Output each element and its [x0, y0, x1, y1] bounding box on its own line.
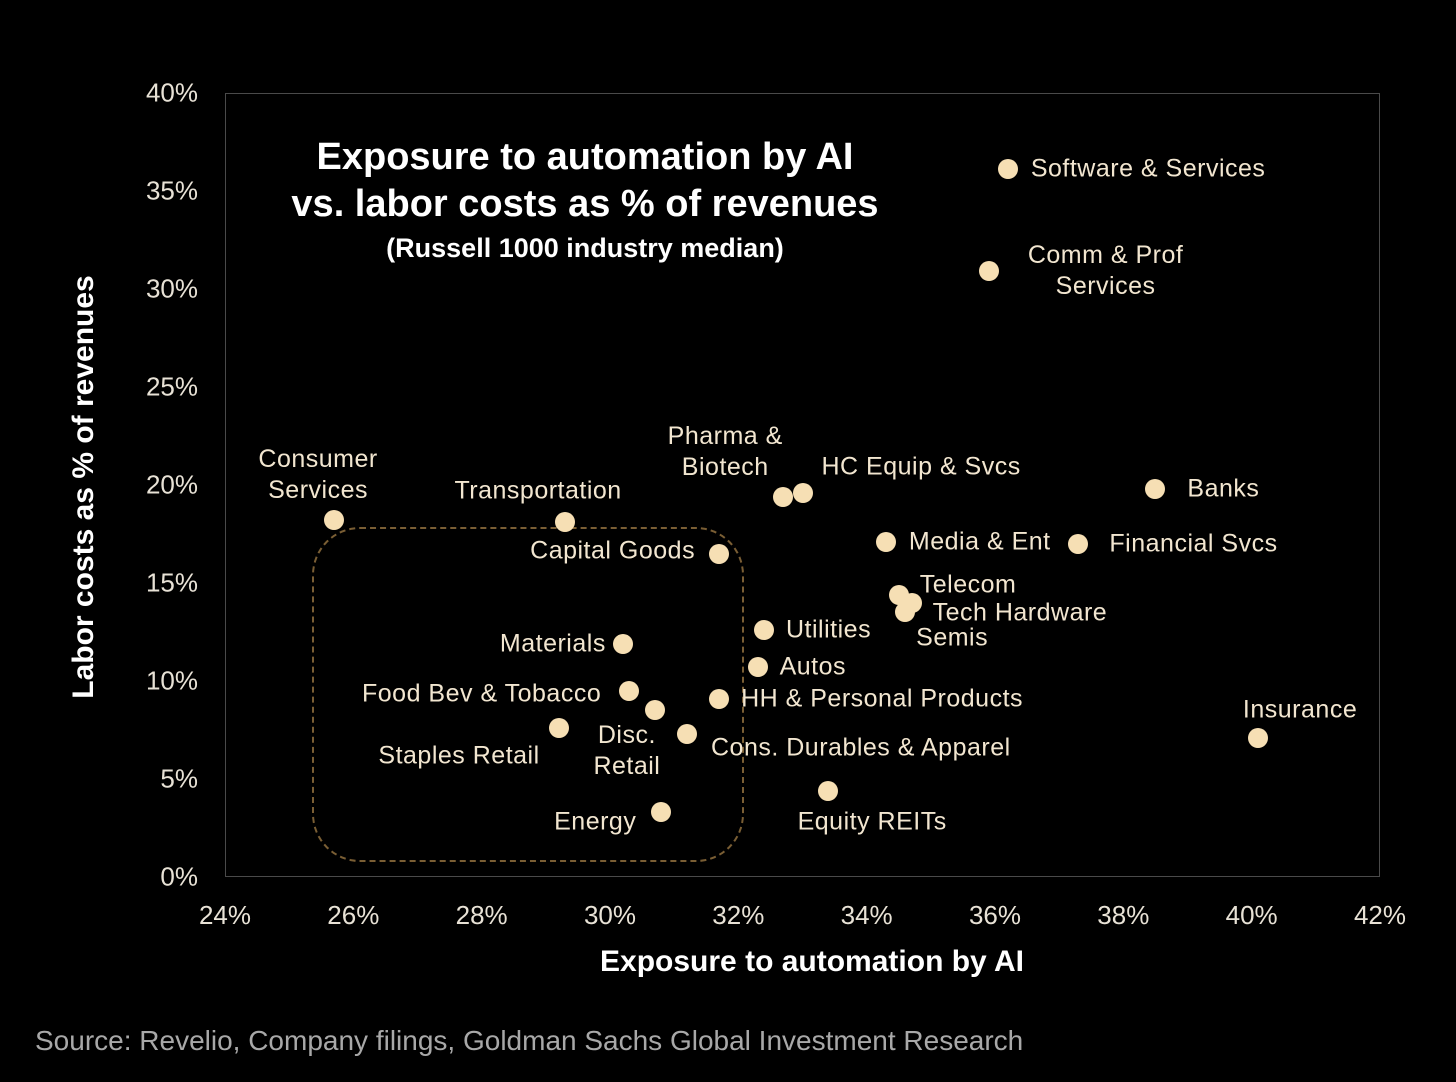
y-tick-label: 0%	[160, 861, 198, 892]
data-point	[709, 543, 730, 564]
data-label: Media & Ent	[908, 527, 1051, 556]
data-point	[997, 159, 1018, 180]
plot-area	[225, 93, 1380, 877]
data-label: Energy	[554, 807, 637, 836]
y-tick-label: 35%	[145, 175, 198, 206]
data-label: Autos	[779, 652, 847, 681]
x-axis-label: Exposure to automation by AI	[600, 945, 1024, 978]
data-label: Pharma & Biotech	[667, 421, 783, 481]
data-label: Equity REITs	[797, 807, 947, 836]
data-point	[895, 602, 916, 623]
highlight-region	[312, 527, 744, 862]
x-tick-label: 30%	[583, 900, 637, 930]
title-line-1: Exposure to automation by AI	[316, 136, 854, 178]
data-label: Banks	[1187, 474, 1260, 503]
data-point	[644, 700, 665, 721]
data-point	[1248, 727, 1269, 748]
y-tick-label: 30%	[145, 273, 198, 304]
data-label: HC Equip & Svcs	[821, 452, 1021, 481]
data-label: Insurance	[1242, 695, 1358, 724]
data-label: Software & Services	[1030, 154, 1266, 183]
x-tick-label: 26%	[327, 900, 380, 930]
data-point	[773, 486, 794, 507]
data-label: Cons. Durables & Apparel	[711, 733, 1011, 762]
data-point	[548, 718, 569, 739]
data-point	[555, 512, 576, 533]
data-label: Staples Retail	[378, 741, 540, 770]
data-label: Comm & Prof Services	[1027, 241, 1184, 301]
y-tick-label: 15%	[145, 567, 198, 598]
y-tick-label: 20%	[145, 469, 198, 500]
chart-title: Exposure to automation by AI vs. labor c…	[225, 134, 945, 268]
data-point	[612, 633, 633, 654]
x-tick-label: 36%	[968, 900, 1022, 930]
data-label: Disc. Retail	[593, 721, 661, 781]
data-point	[1068, 533, 1089, 554]
data-label: Semis	[916, 623, 989, 652]
y-tick-label: 25%	[145, 371, 198, 402]
chart-subtitle: (Russell 1000 industry median)	[386, 233, 784, 263]
y-axis-label: Labor costs as % of revenues	[67, 275, 100, 699]
data-label: Consumer Services	[258, 445, 378, 505]
data-label: Tech Hardware	[932, 598, 1108, 627]
data-label: Utilities	[786, 615, 872, 644]
y-tick-label: 5%	[160, 763, 198, 794]
data-point	[619, 680, 640, 701]
x-tick-label: 34%	[840, 900, 893, 930]
data-label: HH & Personal Products	[741, 684, 1024, 713]
x-tick-label: 28%	[455, 900, 508, 930]
data-point	[709, 688, 730, 709]
data-point	[324, 510, 345, 531]
title-line-2: vs. labor costs as % of revenues	[291, 183, 879, 225]
data-label: Materials	[499, 629, 606, 658]
data-point	[754, 620, 774, 641]
x-tick-label: 24%	[198, 900, 252, 930]
data-point	[875, 531, 896, 552]
data-point	[1145, 478, 1166, 499]
source-note: Source: Revelio, Company filings, Goldma…	[35, 1025, 1024, 1056]
data-point	[677, 723, 697, 744]
data-label: Transportation	[454, 476, 622, 505]
data-point	[792, 482, 813, 503]
data-point	[978, 261, 999, 282]
y-tick-label: 10%	[145, 665, 198, 696]
data-label: Telecom	[919, 570, 1017, 599]
y-tick-label: 40%	[145, 77, 198, 108]
data-label: Capital Goods	[530, 536, 696, 565]
data-point	[651, 802, 672, 823]
x-tick-label: 32%	[712, 900, 765, 930]
x-tick-label: 38%	[1097, 900, 1150, 930]
data-label: Financial Svcs	[1109, 529, 1278, 558]
data-point	[747, 657, 768, 678]
data-point	[818, 780, 839, 801]
x-tick-label: 42%	[1353, 900, 1407, 930]
data-label: Food Bev & Tobacco	[362, 679, 602, 708]
x-tick-label: 40%	[1225, 900, 1278, 930]
